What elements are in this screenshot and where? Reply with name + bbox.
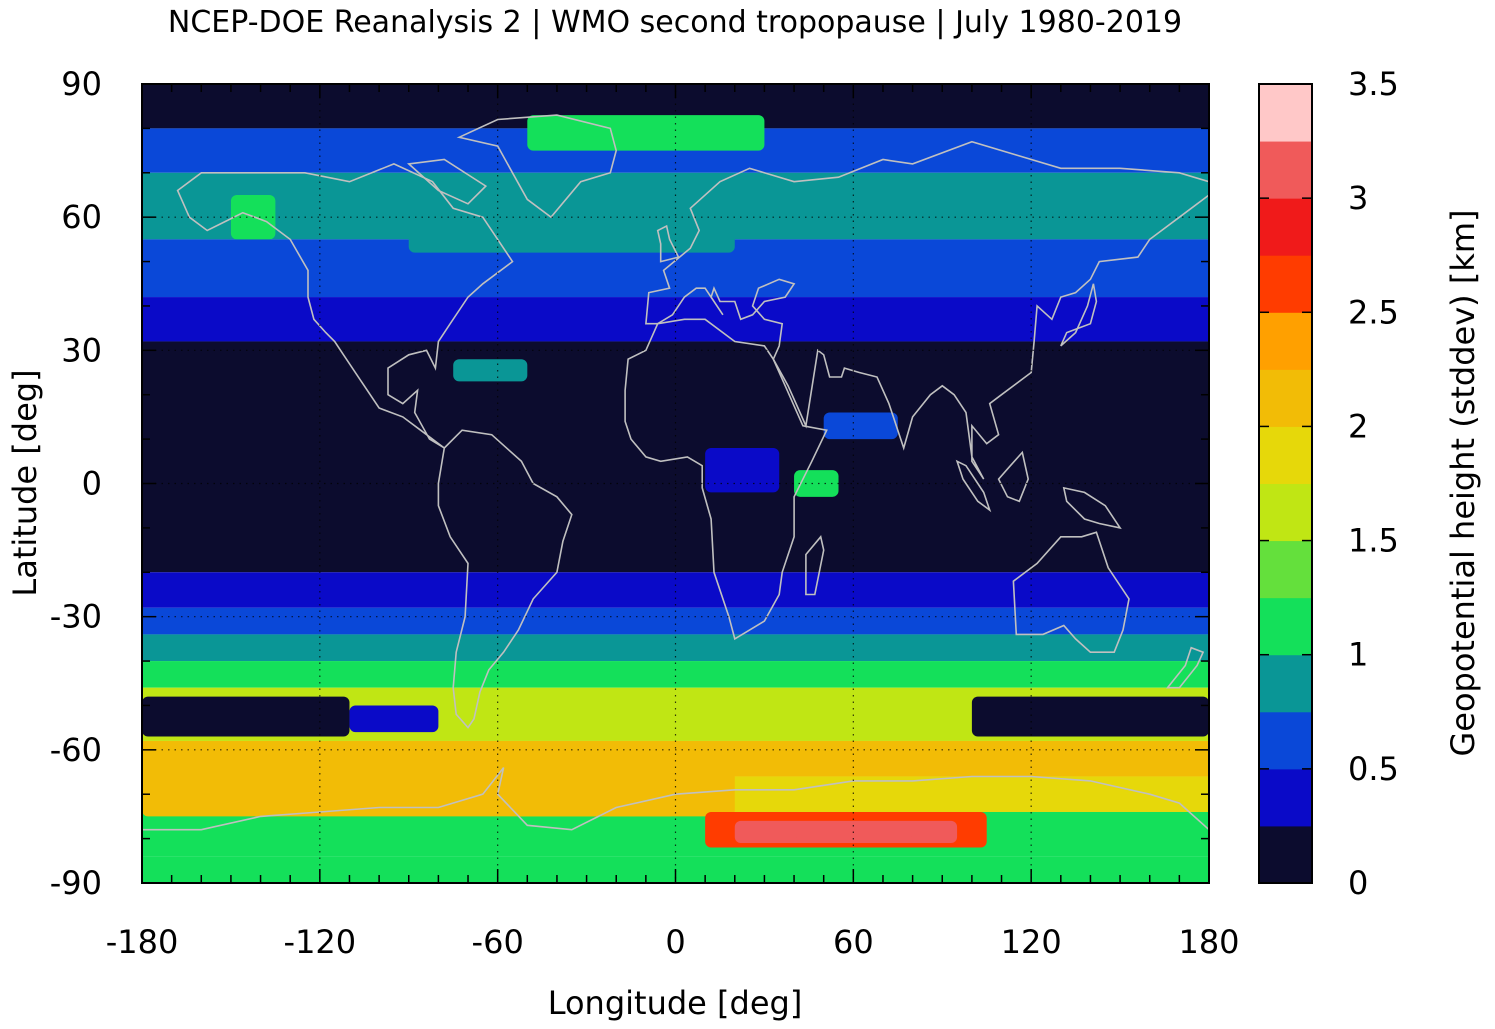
feature-cell-4 <box>142 763 676 817</box>
feature-cell-1 <box>349 705 439 733</box>
coastline-north-america <box>176 163 514 449</box>
feature-cell-10 <box>794 829 913 839</box>
coastline-borneo <box>997 450 1030 503</box>
colorbar-segment-12 <box>1259 141 1312 199</box>
x-tick-label: -60 <box>472 923 524 961</box>
coastline-new-zealand <box>1165 646 1205 689</box>
zonal-band-7 <box>142 607 1209 635</box>
colorbar-tick-label: 1.5 <box>1348 522 1399 560</box>
y-tick-label: -30 <box>50 598 102 636</box>
coastline-australia <box>1012 531 1130 654</box>
colorbar-segment-4 <box>1259 597 1312 656</box>
coastline-baffin <box>406 158 488 205</box>
colorbar-tick-label: 0 <box>1348 864 1368 902</box>
coastline-japan <box>1060 283 1098 347</box>
feature-cell-2 <box>971 696 1209 737</box>
x-axis-label: Longitude [deg] <box>548 984 803 1022</box>
colorbar-segment-2 <box>1259 711 1312 770</box>
zonal-band-6 <box>142 572 1209 608</box>
x-axis-ticks: -180 -120 -60 0 60 120 180 <box>106 84 1240 961</box>
y-tick-label: 0 <box>82 465 102 503</box>
y-tick-label: -90 <box>50 864 102 902</box>
feature-cell-13 <box>453 359 528 382</box>
x-tick-label: 60 <box>833 923 874 961</box>
colorbar-segment-0 <box>1259 825 1312 884</box>
feature-cell-12 <box>823 412 898 440</box>
y-axis-label: Latitude [deg] <box>6 369 44 596</box>
coastline-british-isles <box>656 224 680 263</box>
colorbar-segment-6 <box>1259 483 1312 542</box>
x-tick-label: 0 <box>665 923 685 961</box>
y-axis-ticks: -90 -60 -30 0 30 60 90 <box>50 65 1209 902</box>
coastline-africa <box>624 318 828 641</box>
coastline-antarctica <box>142 767 1209 831</box>
feature-cell-0 <box>142 696 350 737</box>
feature-cell-7 <box>408 190 735 253</box>
colorbar-segment-7 <box>1259 426 1312 484</box>
coastline-madagascar <box>805 535 825 596</box>
coastline-sumatra <box>955 459 992 513</box>
colorbar-segment-8 <box>1259 369 1312 427</box>
colorbar-segment-5 <box>1259 540 1312 599</box>
y-tick-label: 60 <box>61 198 102 236</box>
colorbar-tick-label: 3 <box>1348 179 1368 217</box>
colorbar-segment-10 <box>1259 255 1312 313</box>
colorbar-tick-label: 1 <box>1348 636 1368 674</box>
colorbar-tick-label: 2 <box>1348 407 1368 445</box>
colorbar-tick-label: 3.5 <box>1348 65 1399 103</box>
colorbar-tick-label: 0.5 <box>1348 750 1399 788</box>
y-tick-label: -60 <box>50 731 102 769</box>
colorbar-segment-1 <box>1259 768 1312 827</box>
x-tick-label: -120 <box>284 923 357 961</box>
colorbar-segment-11 <box>1259 198 1312 256</box>
feature-layer <box>142 115 1209 848</box>
feature-cell-11 <box>705 447 780 493</box>
coastline-greenland <box>456 114 618 219</box>
y-tick-label: 90 <box>61 65 102 103</box>
x-tick-label: 180 <box>1178 923 1239 961</box>
feature-cell-14 <box>794 470 839 497</box>
colorbar-segment-3 <box>1259 654 1312 713</box>
colorbar-tick-label: 2.5 <box>1348 293 1399 331</box>
y-tick-label: 30 <box>61 331 102 369</box>
gridlines <box>142 84 1209 883</box>
colorbar <box>1259 84 1312 884</box>
coastline-eurasia <box>645 140 1209 480</box>
colorbar-label: Geopotential height (stddev) [km] <box>1444 209 1482 756</box>
colorbar-frame <box>1258 83 1313 884</box>
zonal-band-9 <box>142 661 1209 688</box>
x-tick-label: -180 <box>106 923 179 961</box>
x-tick-label: 120 <box>1001 923 1062 961</box>
colorbar-segment-13 <box>1259 84 1312 142</box>
colorbar-segment-9 <box>1259 312 1312 370</box>
feature-cell-5 <box>527 115 765 151</box>
colorbar-ticks: 0 0.5 1 1.5 2 2.5 3 3.5 <box>1259 65 1399 902</box>
chart-title: NCEP-DOE Reanalysis 2 | WMO second tropo… <box>168 5 1182 40</box>
coastline-new-guinea <box>1062 486 1122 530</box>
zonal-band-5 <box>142 341 1209 573</box>
